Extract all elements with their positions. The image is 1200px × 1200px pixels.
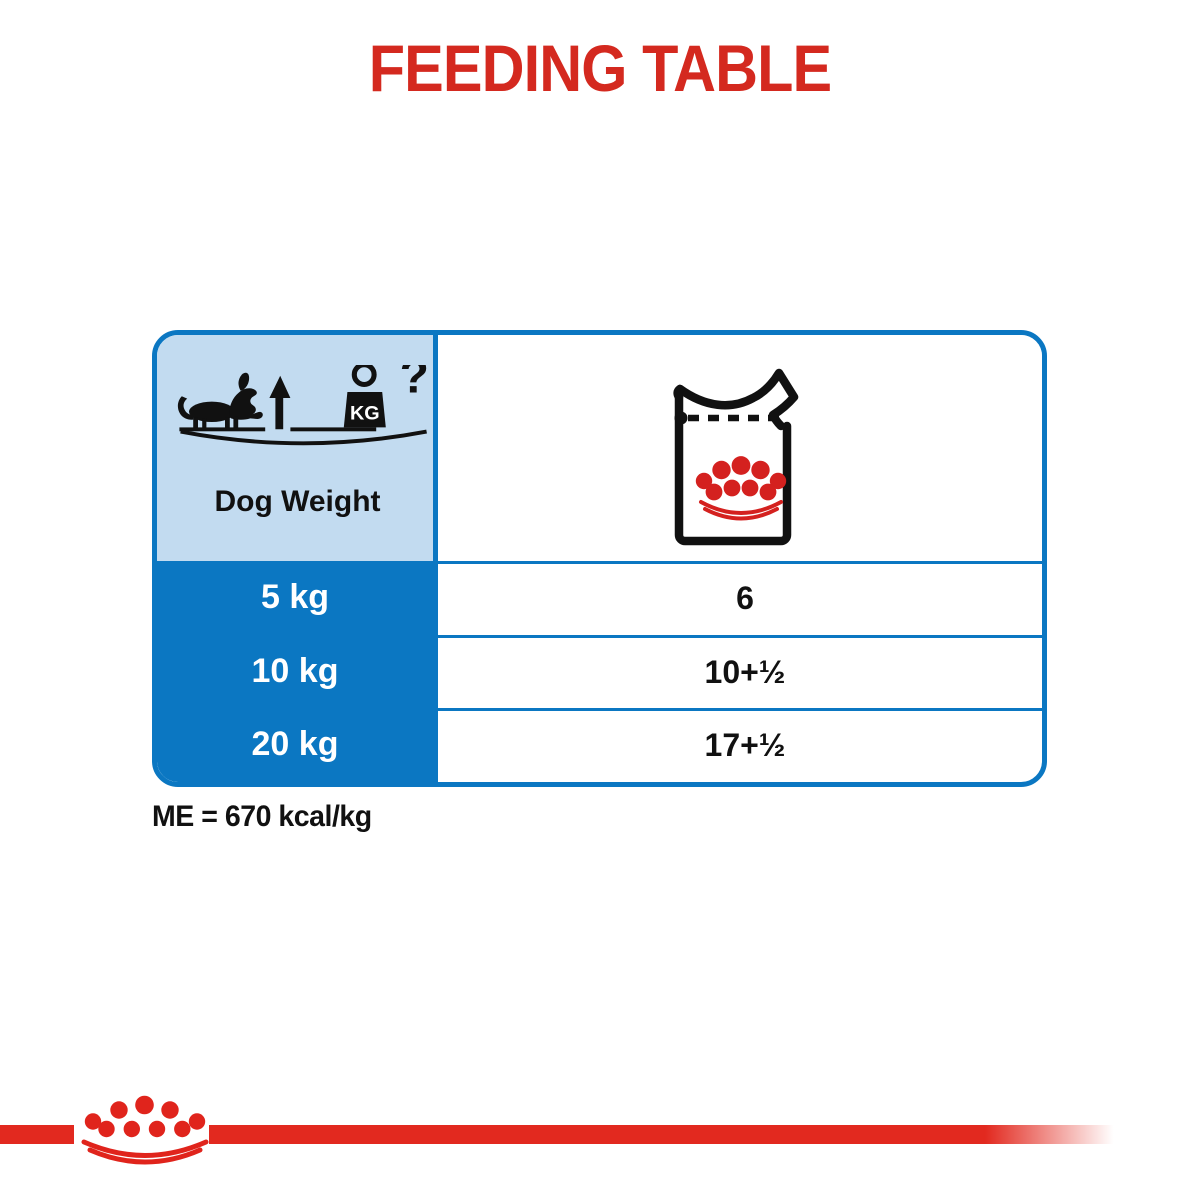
svg-text:KG: KG xyxy=(350,403,380,425)
svg-text:?: ? xyxy=(400,365,429,404)
